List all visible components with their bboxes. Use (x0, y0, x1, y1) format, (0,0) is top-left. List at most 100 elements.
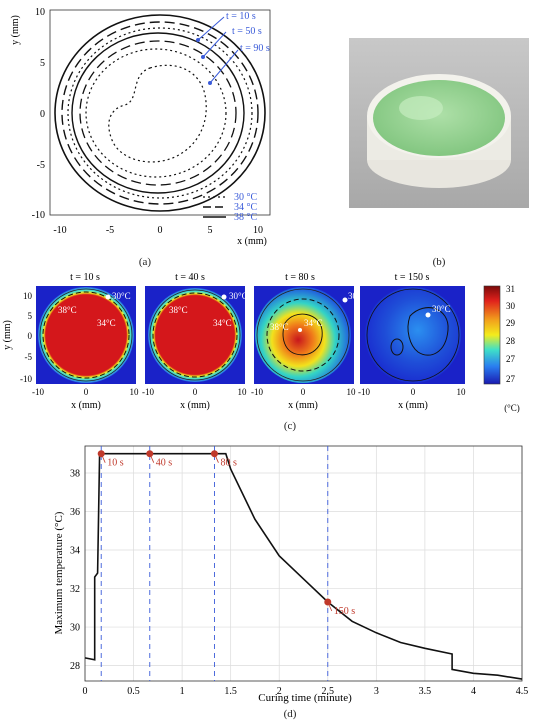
isotherm-34-50s (79, 40, 237, 186)
heatmap-2-label-38: 38°C (169, 305, 188, 315)
x-tick-label: 4 (471, 686, 476, 697)
c-xtick: 10 (238, 387, 248, 397)
c-xtick: -10 (251, 387, 263, 397)
heatmap-4-label-30: 30°C (432, 304, 451, 314)
panel-label-d: (d) (283, 708, 297, 720)
heatmap-1-label-30: 30°C (112, 291, 131, 301)
x-tick-label: 2 (277, 686, 282, 697)
y-tick-label: 34 (70, 546, 80, 557)
isotherm-38-50s (71, 32, 245, 194)
max-temperature-chart: 10 s 40 s 80 s 150 s 0 0.5 1 1.5 2 2.5 3 3.5 4 4.5 3… (53, 445, 529, 704)
ytick: -10 (32, 210, 45, 221)
x-tick-label: 1.5 (224, 686, 237, 697)
xtick: 0 (158, 225, 163, 236)
time-label-50s: t = 50 s (232, 26, 262, 37)
isotherm-30-90s (108, 64, 207, 163)
x-tick-label: 3 (374, 686, 379, 697)
time-marker-label: 80 s (220, 458, 237, 469)
panel-label-a: (a) (138, 256, 152, 268)
panel-label-b: (b) (432, 256, 446, 268)
time-marker-pointer (149, 453, 155, 463)
c-xaxis-label: x (mm) (288, 400, 318, 411)
time-label-10s: t = 10 s (226, 11, 256, 22)
time-marker-pointer (327, 601, 333, 612)
isotherm-30-10s (67, 27, 253, 199)
legend-label-30: 30 °C (234, 192, 257, 203)
c-ytick: 0 (28, 331, 33, 341)
isotherm-34-10s (61, 21, 259, 205)
c-xtick: 0 (84, 387, 89, 397)
sample-photo (349, 38, 529, 208)
colorbar (483, 285, 501, 385)
isotherm-30-50s (85, 48, 227, 178)
time-marker-label: 10 s (107, 458, 124, 469)
c-xtick: -10 (358, 387, 370, 397)
annot-line-50s (202, 31, 227, 58)
c-xaxis-label: x (mm) (398, 400, 428, 411)
x-tick-labels: 0 0.5 1 1.5 2 2.5 3 3.5 4 4.5 (83, 686, 529, 697)
x-tick-label: 0 (83, 686, 88, 697)
heatmap-3-label-30: 30°C (348, 291, 367, 301)
x-tick-label: 4.5 (516, 686, 529, 697)
c-ytick: -5 (25, 352, 33, 362)
time-markers: 10 s 40 s 80 s 150 s (97, 450, 355, 617)
ytick: 0 (40, 109, 45, 120)
x-tick-label: 2.5 (322, 686, 335, 697)
colorbar-tick: 27 (506, 354, 516, 364)
xtick: 5 (208, 225, 213, 236)
heatmap-1-label-34: 34°C (97, 318, 116, 328)
xaxis-label: x (mm) (237, 236, 267, 247)
c-xtick: -10 (142, 387, 154, 397)
heatmap-3-label-38: 38°C (270, 322, 289, 332)
xtick: 10 (253, 225, 263, 236)
colorbar-tick: 28 (506, 336, 516, 346)
xtick: -10 (53, 225, 66, 236)
heatmap-2-label-34: 34°C (213, 318, 232, 328)
time-label-90s: t = 90 s (240, 43, 270, 54)
y-axis-label: Maximum temperature (°C) (53, 511, 65, 634)
x-tick-label: 3.5 (419, 686, 432, 697)
ytick: -5 (37, 160, 45, 171)
colorbar-tick: 29 (506, 318, 516, 328)
dish-image (349, 38, 529, 208)
annot-dot-90s (208, 81, 212, 85)
heatmap-1-label-38: 38°C (58, 305, 77, 315)
time-marker-pointer (214, 453, 219, 463)
heatmap-3-label-34: 34°C (304, 318, 323, 328)
legend-label-38: 38 °C (234, 212, 257, 223)
heatmap-2-label-30: 30°C (229, 291, 248, 301)
panel-label-c: (c) (283, 420, 297, 432)
annot-line-90s (209, 49, 239, 84)
colorbar-unit: (°C) (504, 403, 520, 413)
y-tick-label: 30 (70, 623, 80, 634)
heatmap-title: t = 10 s (70, 272, 100, 283)
c-xtick: 10 (347, 387, 357, 397)
x-tick-label: 0.5 (127, 686, 140, 697)
isotherm-axes-box (49, 9, 271, 216)
x-axis-label: Curing time (minute) (258, 692, 352, 704)
heatmap-title: t = 80 s (285, 272, 315, 283)
heatmap-title: t = 150 s (395, 272, 430, 283)
yaxis-label: y (mm) (10, 15, 21, 45)
chart-frame (84, 445, 523, 682)
annot-line-10s (197, 16, 225, 41)
y-tick-label: 28 (70, 661, 80, 672)
x-tick-label: 1 (180, 686, 185, 697)
c-ytick: -10 (20, 374, 32, 384)
c-xtick: 10 (457, 387, 467, 397)
c-ytick: 5 (28, 311, 33, 321)
y-tick-label: 36 (70, 507, 80, 518)
y-tick-labels: 38 36 34 32 30 28 (70, 468, 80, 672)
c-xtick: 0 (193, 387, 198, 397)
c-ytick: 10 (23, 291, 33, 301)
temperature-series-line (84, 452, 523, 680)
time-marker-pointer (100, 453, 106, 463)
c-yaxis-label: y (mm) (2, 320, 13, 350)
c-xtick: -10 (32, 387, 44, 397)
isotherm-38-10s (54, 14, 266, 212)
c-xtick: 10 (130, 387, 140, 397)
marker-vlines (100, 446, 329, 681)
heatmap-row: t = 10 s t = 40 s t = 80 s t = 150 s 30°… (2, 272, 520, 413)
ytick: 5 (40, 58, 45, 69)
c-xaxis-label: x (mm) (180, 400, 210, 411)
